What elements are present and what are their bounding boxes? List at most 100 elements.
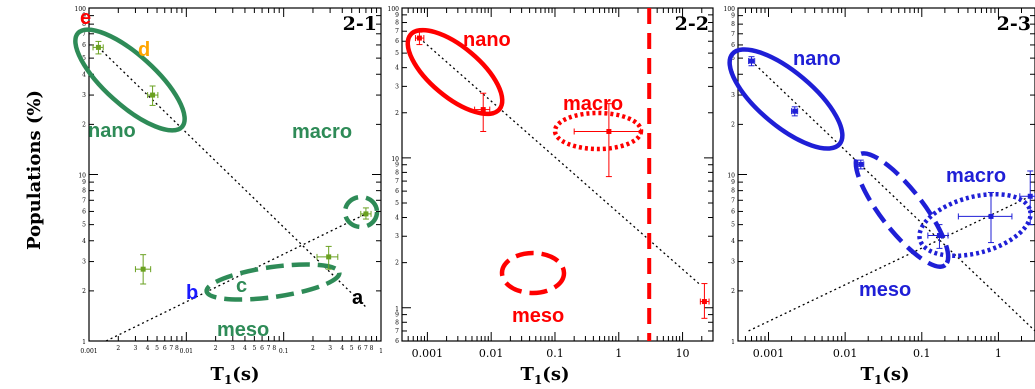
annotation-meso: meso (859, 279, 911, 301)
data-point (416, 35, 422, 41)
y-minor-tick-label: 8 (395, 319, 399, 326)
plot-frame (88, 7, 382, 342)
data-point (363, 211, 369, 217)
y-minor-tick-label: 8 (731, 21, 735, 28)
data-point (701, 299, 707, 305)
y-minor-tick-label: 8 (82, 188, 86, 195)
y-minor-tick-label: 8 (731, 188, 735, 195)
plot-frame (401, 7, 714, 342)
x-minor-tick-label: 5 (350, 345, 354, 352)
x-minor-tick-label: 7 (364, 345, 368, 352)
annotation-d: d (138, 39, 150, 61)
y-minor-tick-label: 8 (395, 169, 399, 176)
x-tick-label: 10 (676, 347, 690, 360)
data-point (988, 213, 994, 219)
y-minor-tick-label: 8 (395, 20, 399, 27)
dotted-fit-line (751, 60, 1035, 332)
data-point (480, 107, 486, 113)
data-point (140, 266, 146, 272)
dotted-fit-line (105, 213, 367, 342)
dotted-fit-line (418, 37, 700, 285)
x-minor-tick-label: 6 (357, 345, 361, 352)
y-tick-label: 1 (395, 306, 399, 313)
x-minor-tick-label: 4 (146, 345, 150, 352)
y-minor-tick-label: 5 (395, 50, 399, 57)
panel-label: 2-2 (675, 13, 709, 35)
ellipse-macro (342, 194, 380, 230)
x-axis-label-panel-1: T1(s) (211, 364, 260, 387)
x-tick-label: 0.001 (80, 348, 97, 355)
x-minor-tick-label: 6 (163, 345, 167, 352)
y-minor-tick-label: 3 (731, 259, 735, 266)
data-point (326, 254, 332, 260)
dotted-fit-line (97, 46, 367, 308)
panel-label: 2-3 (997, 13, 1031, 35)
x-minor-tick-label: 6 (260, 345, 264, 352)
annotation-nano: nano (88, 120, 136, 142)
y-minor-tick-label: 4 (395, 65, 399, 72)
y-minor-tick-label: 2 (82, 121, 86, 128)
x-tick-label: 1 (379, 348, 383, 355)
y-minor-tick-label: 9 (82, 13, 86, 20)
y-minor-tick-label: 3 (82, 92, 86, 99)
x-tick-label: 0.1 (546, 347, 564, 360)
ellipse-meso (499, 250, 567, 296)
panel-3: 0.001 0.01 0.1 123456789234567891101002-3na… (724, 6, 1035, 360)
y-tick-label: 100 (724, 6, 736, 13)
ellipse-nano (73, 27, 187, 133)
panel-2: 0.001 0.01 0.1 1 106789234567892345678911010… (388, 6, 714, 360)
y-minor-tick-label: 6 (82, 208, 86, 215)
y-minor-tick-label: 3 (731, 92, 735, 99)
y-minor-tick-label: 6 (82, 42, 86, 49)
y-minor-tick-label: 7 (731, 197, 735, 204)
y-minor-tick-label: 9 (395, 162, 399, 169)
y-tick-label: 100 (388, 6, 400, 13)
x-tick-label: 1 (995, 347, 1002, 360)
dotted-fit-line (748, 195, 1031, 332)
y-tick-label: 1 (731, 339, 735, 346)
y-minor-tick-label: 5 (82, 222, 86, 229)
y-minor-tick-label: 7 (82, 197, 86, 204)
ellipse-nano (727, 47, 845, 151)
x-minor-tick-label: 8 (272, 345, 276, 352)
y-minor-tick-label: 2 (731, 121, 735, 128)
y-minor-tick-label: 7 (395, 28, 399, 35)
x-minor-tick-label: 2 (214, 345, 218, 352)
annotation-macro: macro (563, 93, 623, 115)
y-minor-tick-label: 5 (395, 200, 399, 207)
y-minor-tick-label: 9 (731, 13, 735, 20)
data-point (150, 92, 156, 98)
annotation-macro: macro (946, 165, 1006, 187)
x-minor-tick-label: 3 (134, 345, 138, 352)
y-tick-label: 10 (391, 156, 399, 163)
y-minor-tick-label: 5 (82, 55, 86, 62)
y-tick-label: 10 (727, 173, 735, 180)
annotation-meso: meso (512, 305, 564, 327)
y-minor-tick-label: 4 (82, 71, 86, 78)
panel-1: 2 3 4 5 6 7 8 2 3 4 5 6 7 8 2 3 4 5 6 7 80.001 0.01 0.1 1234567… (73, 6, 383, 355)
y-minor-tick-label: 2 (82, 288, 86, 295)
annotation-b: b (186, 282, 198, 304)
y-tick-label: 10 (78, 173, 86, 180)
y-minor-tick-label: 6 (395, 38, 399, 45)
data-point (1027, 193, 1033, 199)
x-minor-tick-label: 2 (116, 345, 120, 352)
x-minor-tick-label: 7 (267, 345, 271, 352)
x-axis-label-panel-2: T1(s) (521, 364, 570, 387)
y-minor-tick-label: 4 (731, 238, 735, 245)
x-minor-tick-label: 5 (252, 345, 256, 352)
y-minor-tick-label: 6 (395, 338, 399, 345)
x-minor-tick-label: 5 (155, 345, 159, 352)
x-minor-tick-label: 4 (243, 345, 247, 352)
y-minor-tick-label: 9 (82, 179, 86, 186)
x-minor-tick-label: 8 (370, 345, 374, 352)
ellipse-macro (917, 191, 1033, 259)
data-point (936, 233, 942, 239)
data-point (606, 128, 612, 134)
y-minor-tick-label: 6 (395, 188, 399, 195)
y-minor-tick-label: 7 (731, 31, 735, 38)
x-tick-label: 0.01 (180, 348, 193, 355)
y-minor-tick-label: 9 (731, 179, 735, 186)
x-minor-tick-label: 3 (231, 345, 235, 352)
y-minor-tick-label: 5 (731, 222, 735, 229)
